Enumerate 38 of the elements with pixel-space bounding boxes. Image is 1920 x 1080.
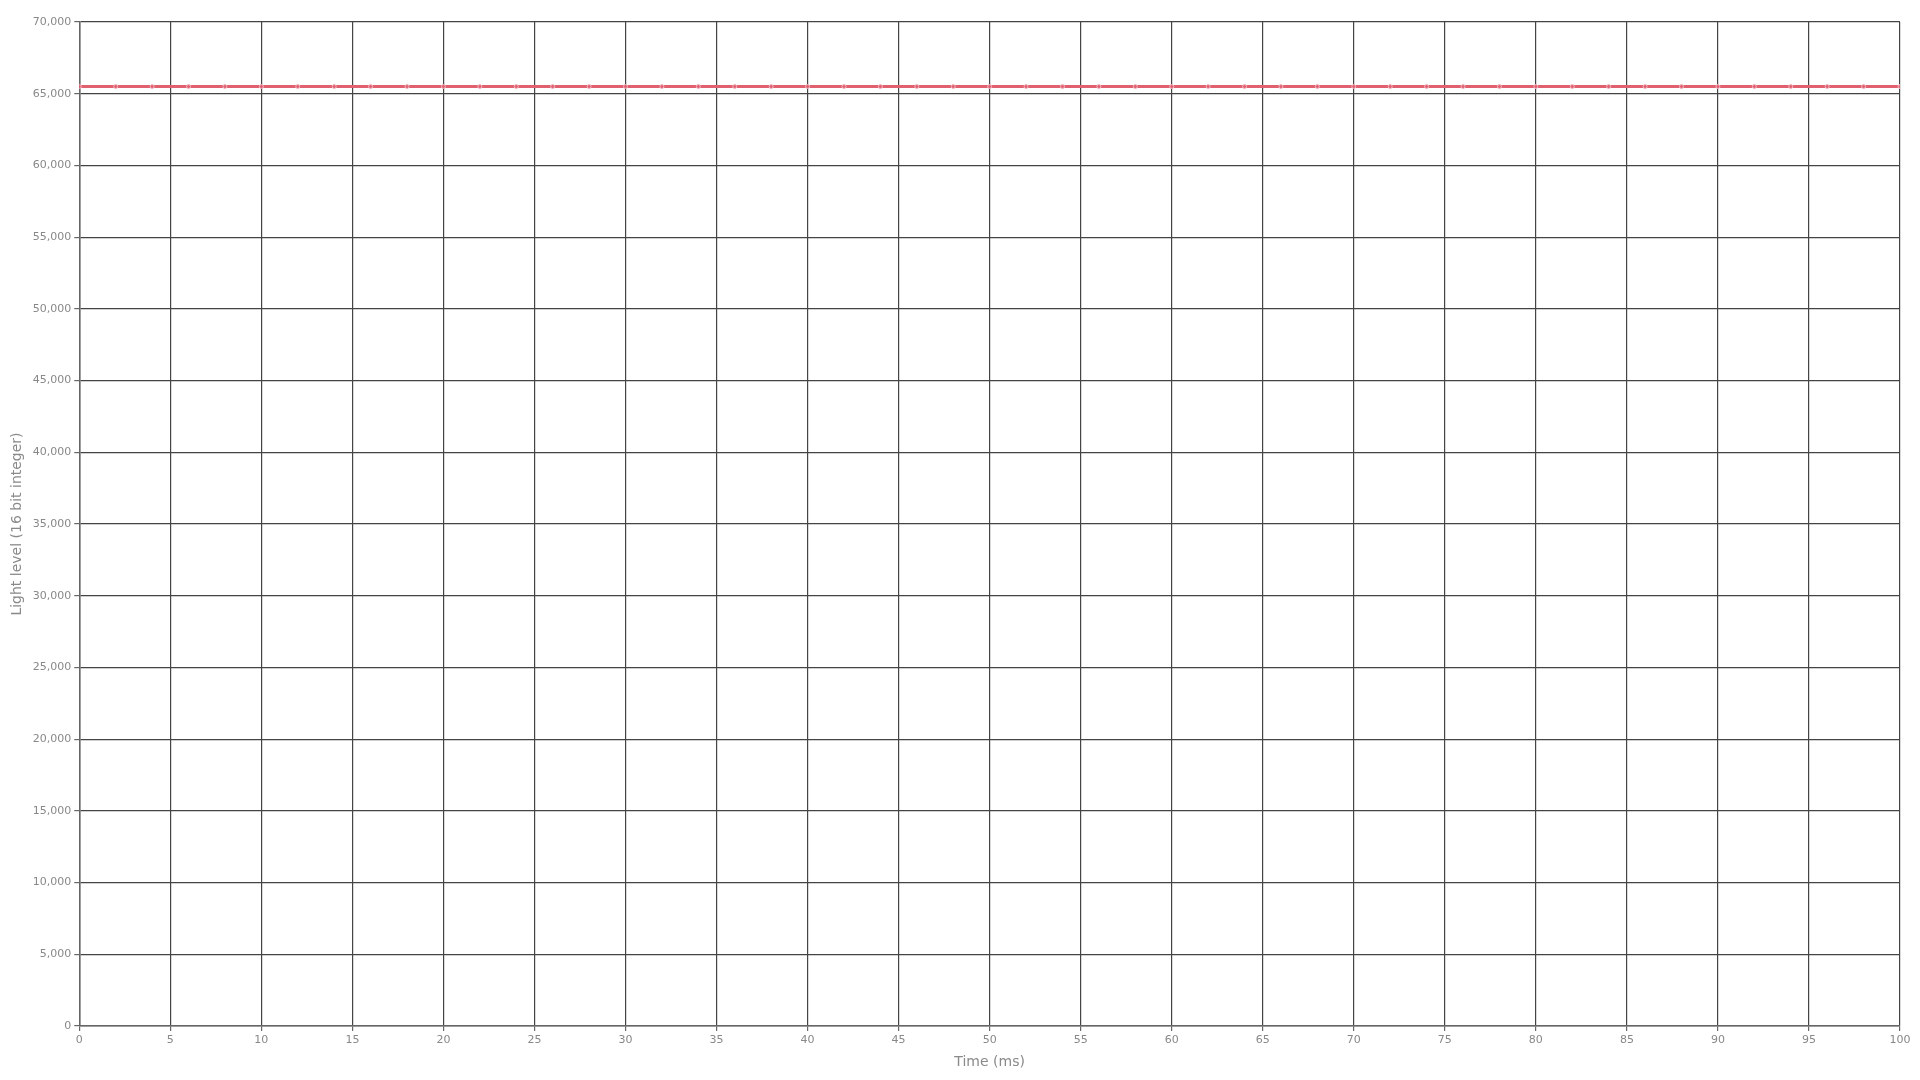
x-tick-label: 30 (618, 1033, 633, 1047)
y-tick-label: 20,000 (32, 732, 72, 745)
x-tick-label: 45 (891, 1033, 906, 1047)
y-tick-label: 0 (64, 1018, 72, 1032)
x-tick-label: 95 (1801, 1033, 1816, 1047)
y-tick-label: 25,000 (32, 660, 72, 674)
y-tick-label: 30,000 (32, 588, 72, 602)
x-tick-label: 5 (166, 1033, 174, 1047)
y-tick-label: 70,000 (32, 14, 72, 28)
y-tick-label: 5,000 (39, 947, 72, 961)
y-tick-label: 55,000 (32, 230, 72, 243)
x-tick-label: 60 (1164, 1033, 1179, 1047)
y-tick-label: 15,000 (32, 803, 72, 817)
y-tick-label: 60,000 (32, 158, 72, 172)
x-tick-label: 65 (1255, 1033, 1270, 1047)
x-tick-label: 75 (1437, 1033, 1452, 1047)
x-tick-label: 40 (800, 1033, 815, 1047)
y-tick-label: 50,000 (32, 301, 72, 315)
y-tick-label: 40,000 (32, 445, 72, 459)
y-tick-label: 10,000 (32, 875, 72, 889)
y-tick-label: 65,000 (32, 86, 72, 100)
x-tick-label: 85 (1619, 1033, 1634, 1047)
x-axis-title: Time (ms) (953, 1053, 1025, 1070)
x-tick-label: 20 (436, 1033, 451, 1047)
x-tick-label: 100 (1889, 1033, 1911, 1047)
x-tick-label: 25 (527, 1033, 542, 1047)
x-tick-label: 50 (982, 1033, 997, 1047)
y-tick-label: 45,000 (32, 373, 72, 387)
y-tick-label: 35,000 (32, 516, 72, 530)
x-tick-label: 90 (1710, 1033, 1725, 1047)
x-tick-label: 0 (75, 1033, 83, 1047)
x-tick-label: 55 (1073, 1033, 1088, 1047)
x-tick-label: 70 (1346, 1033, 1361, 1047)
x-tick-label: 35 (709, 1033, 724, 1047)
y-axis-title: Light level (16 bit integer) (8, 432, 25, 616)
x-tick-label: 10 (254, 1033, 269, 1047)
x-tick-label: 15 (345, 1033, 360, 1047)
x-tick-label: 80 (1528, 1033, 1543, 1047)
